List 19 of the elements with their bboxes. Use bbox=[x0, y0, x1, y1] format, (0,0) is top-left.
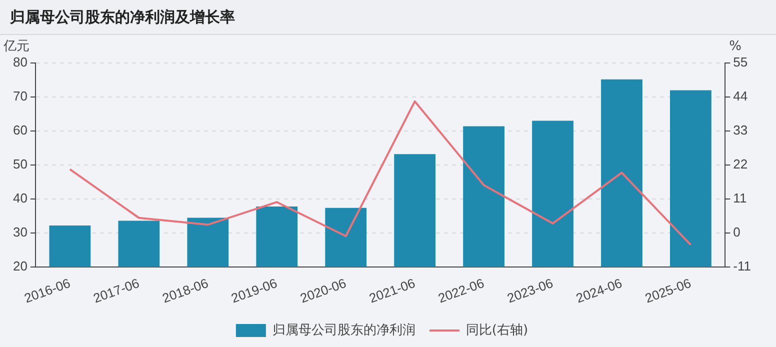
y2-tick-label: 0 bbox=[733, 224, 740, 240]
chart-title: 归属母公司股东的净利润及增长率 bbox=[0, 0, 776, 35]
y-tick-label: 20 bbox=[12, 258, 28, 274]
y2-tick-label: 22 bbox=[733, 156, 748, 172]
y-tick-label: 40 bbox=[12, 190, 28, 206]
legend-label: 同比(右轴) bbox=[466, 322, 528, 338]
y-tick-label: 80 bbox=[12, 54, 28, 70]
y2-axis-title: % bbox=[729, 38, 742, 54]
y-tick-label: 50 bbox=[12, 156, 28, 172]
y2-tick-label: 11 bbox=[733, 190, 747, 206]
legend-label: 归属母公司股东的净利润 bbox=[272, 322, 416, 338]
y-axis-title: 亿元 bbox=[2, 38, 30, 54]
y2-tick-label: 33 bbox=[733, 122, 748, 138]
y2-tick-label: -11 bbox=[733, 258, 752, 274]
y-tick-label: 30 bbox=[12, 224, 28, 240]
y2-tick-label: 55 bbox=[733, 54, 748, 70]
y-tick-label: 60 bbox=[12, 122, 28, 138]
y2-tick-label: 44 bbox=[733, 88, 748, 104]
y-tick-label: 70 bbox=[12, 88, 28, 104]
